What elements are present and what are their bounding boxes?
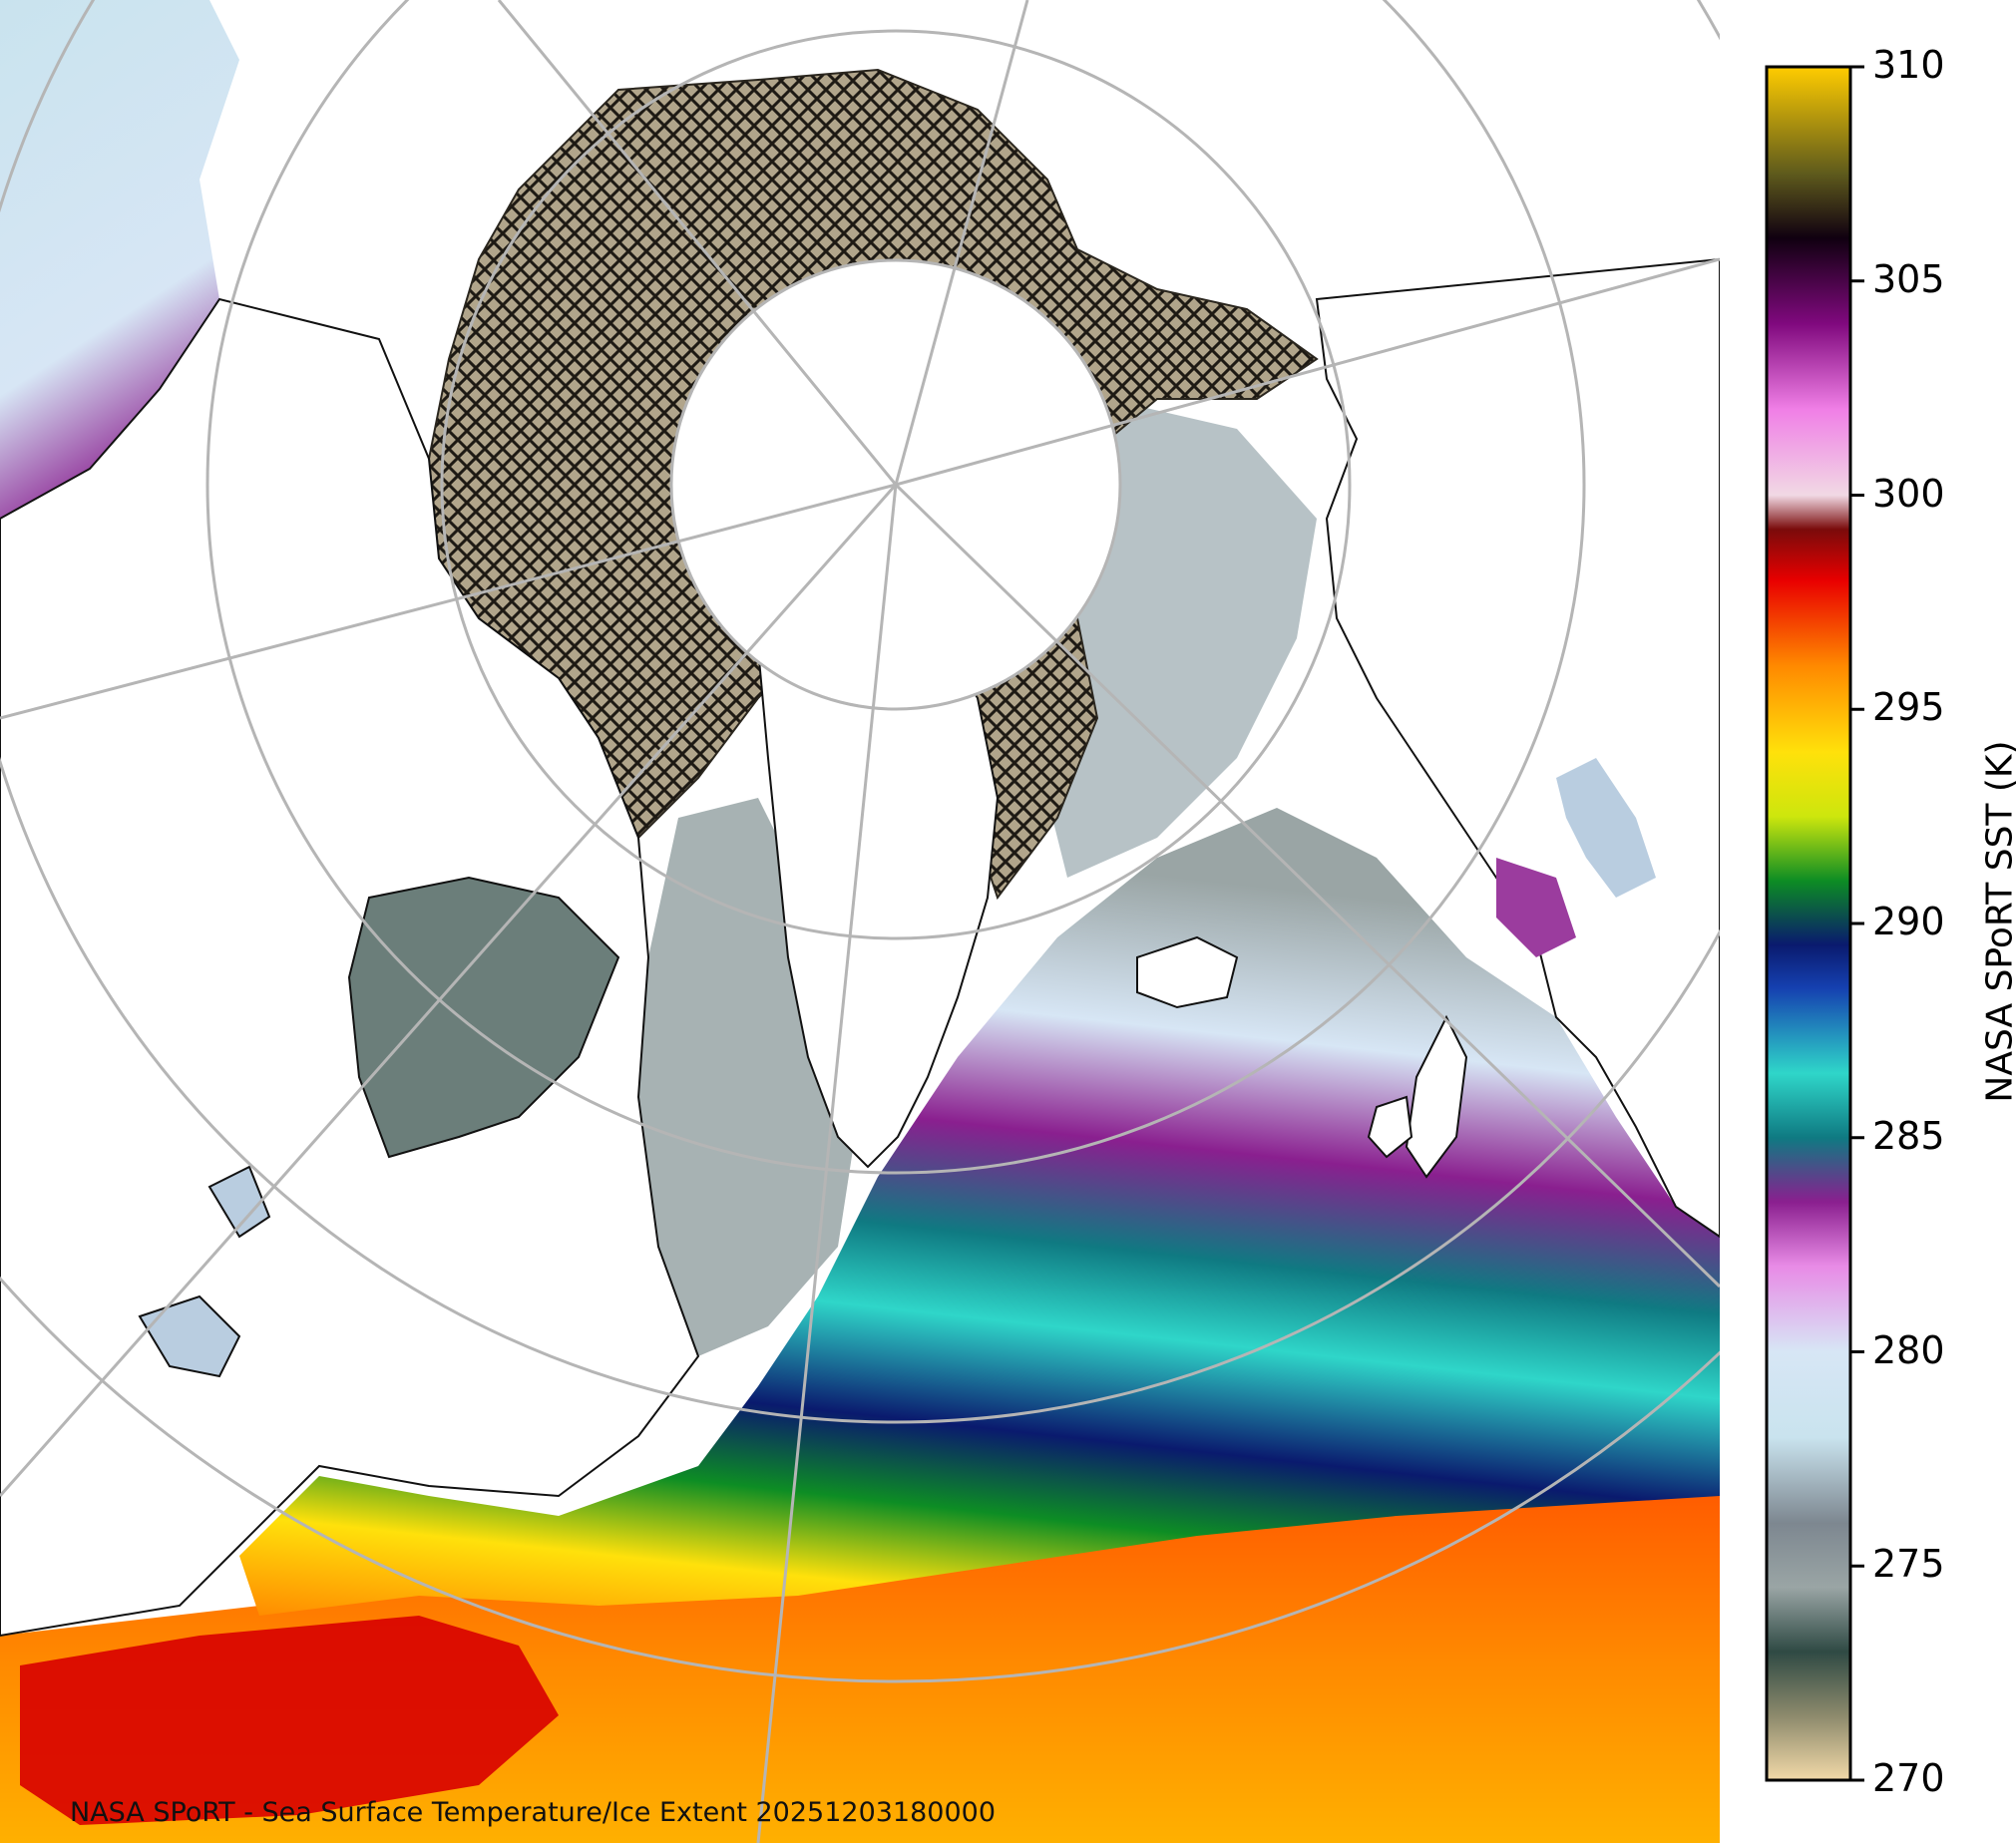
colorbar-canvas	[1765, 65, 1864, 1782]
graticule	[0, 0, 1720, 1843]
pacific-ocean	[0, 0, 239, 519]
map-credit: NASA SPoRT - Sea Surface Temperature/Ice…	[70, 1797, 996, 1828]
colorbar-ticks	[1850, 65, 1864, 1782]
gulf-stream-core	[20, 1616, 559, 1825]
ireland	[1367, 1095, 1413, 1159]
hudson-bay-water	[347, 876, 620, 1159]
colorbar-tick-label: 310	[1872, 43, 1945, 87]
colorbar-tick-label: 295	[1872, 685, 1945, 730]
colorbar-tick-label: 290	[1872, 900, 1945, 943]
colorbar-tick-label: 300	[1872, 471, 1945, 516]
colorbar-tick-label: 285	[1872, 1113, 1945, 1158]
colorbar-tick-label: 305	[1872, 256, 1945, 301]
sst-map: NASA SPoRT - Sea Surface Temperature/Ice…	[0, 0, 1720, 1843]
colorbar-tick-label: 275	[1872, 1542, 1945, 1587]
british-isles	[1405, 1014, 1468, 1179]
colorbar-gradient	[1765, 65, 1852, 1782]
baltic-sea-south	[1496, 858, 1576, 957]
baltic-sea	[1556, 758, 1656, 898]
north-america	[0, 297, 700, 1638]
great-lakes	[138, 1165, 271, 1378]
map-canvas	[0, 0, 1720, 1843]
colorbar-tick-label: 280	[1872, 1327, 1945, 1372]
colorbar-title: NASA SPoRT SST (K)	[1979, 740, 2016, 1103]
colorbar	[1720, 0, 2016, 1843]
colorbar-tick-label: 270	[1872, 1756, 1945, 1800]
north-atlantic	[239, 808, 1720, 1616]
iceland	[1136, 935, 1239, 1009]
